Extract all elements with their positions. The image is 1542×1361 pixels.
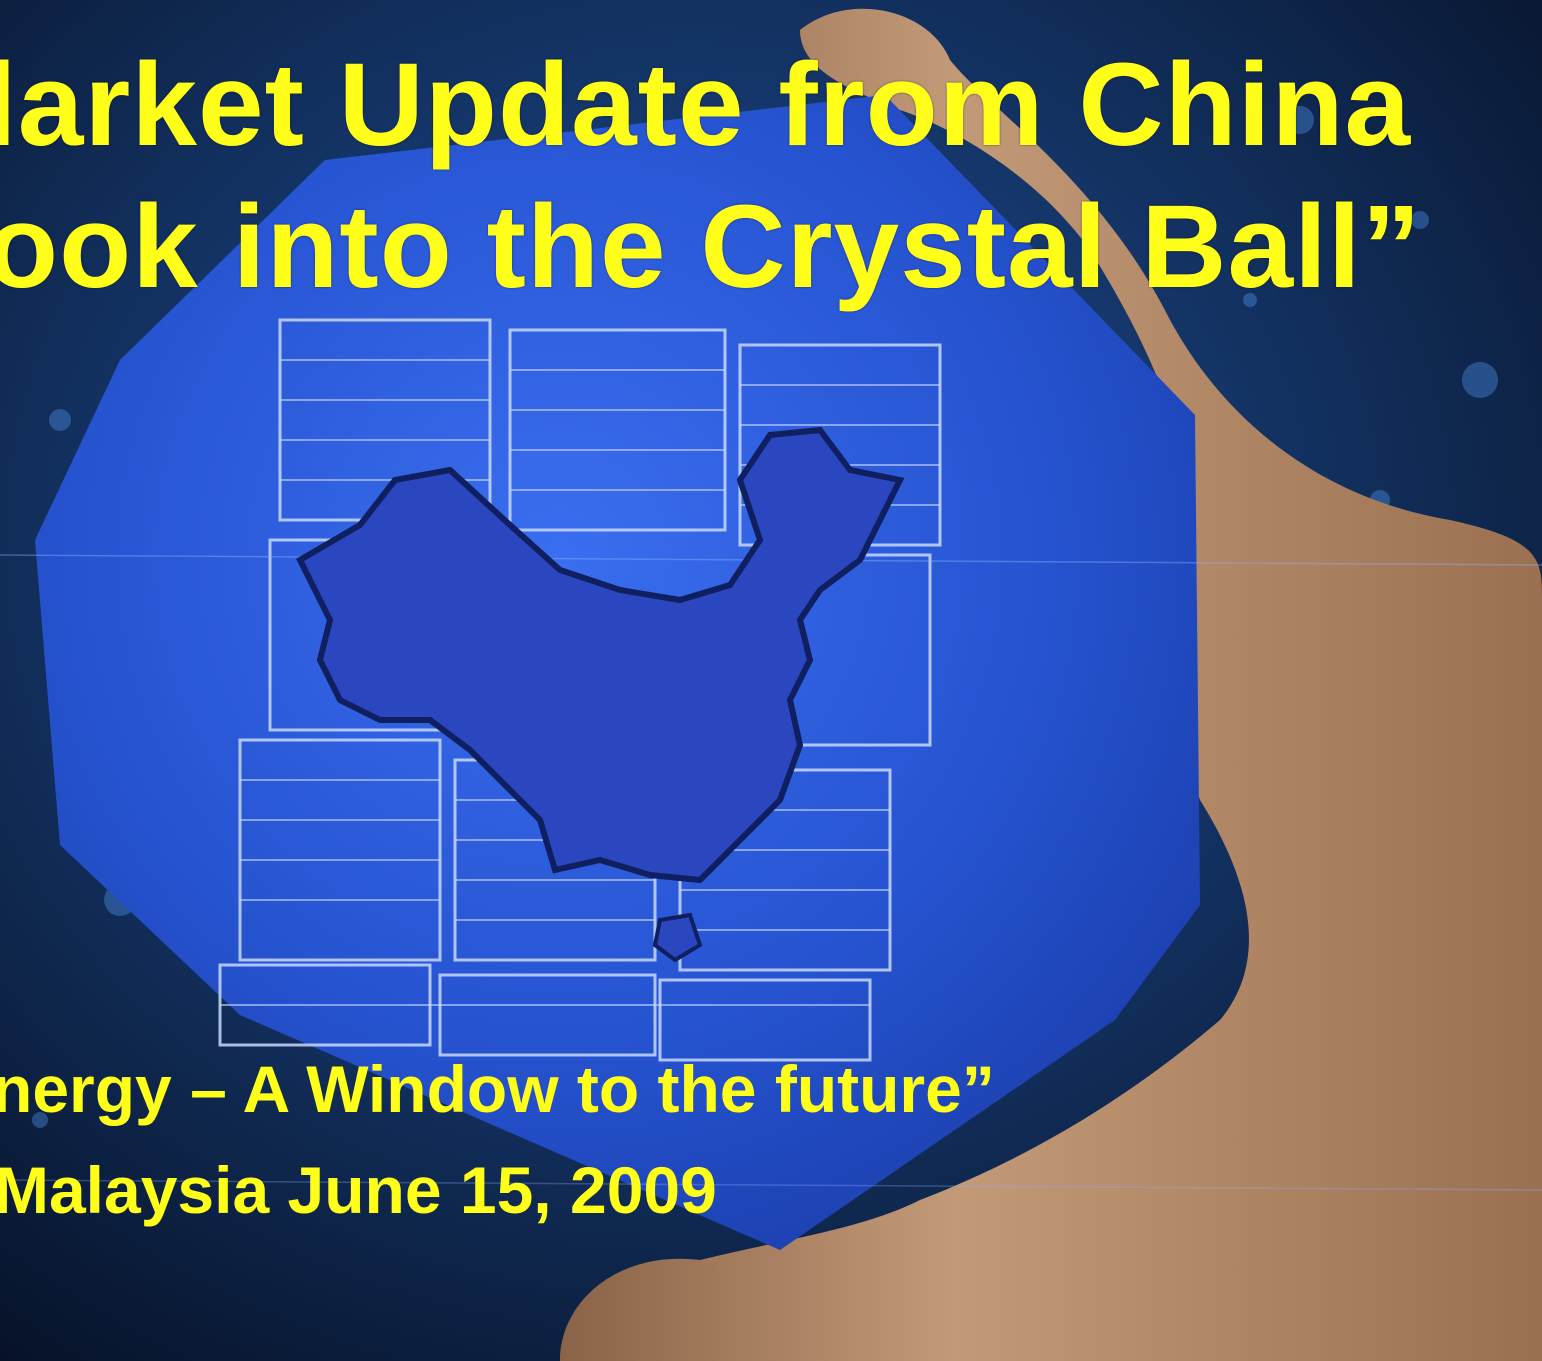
slide-title-line-1: larket Update from China: [0, 39, 1412, 171]
china-map-shape: [296, 426, 905, 963]
slide-subtitle-line-2: Malaysia June 15, 2009: [0, 1153, 717, 1227]
hand: [560, 8, 1542, 1361]
slide-subtitle-line-1: nergy – A Window to the future”: [0, 1052, 995, 1126]
slide-title-line-2: ook into the Crystal Ball”: [0, 181, 1422, 313]
